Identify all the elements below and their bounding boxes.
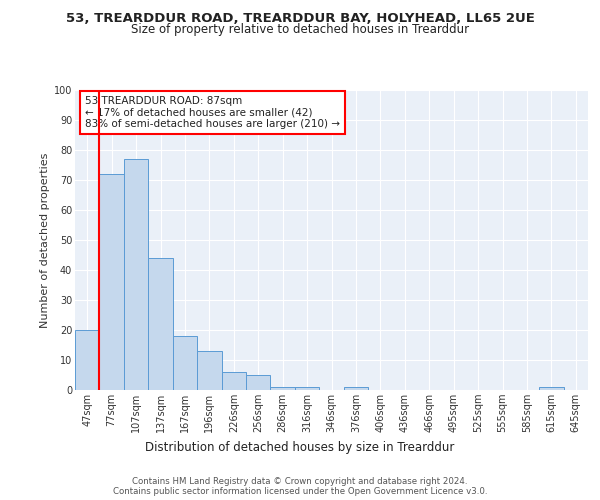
Text: 53 TREARDDUR ROAD: 87sqm
← 17% of detached houses are smaller (42)
83% of semi-d: 53 TREARDDUR ROAD: 87sqm ← 17% of detach…: [85, 96, 340, 129]
Text: 53, TREARDDUR ROAD, TREARDDUR BAY, HOLYHEAD, LL65 2UE: 53, TREARDDUR ROAD, TREARDDUR BAY, HOLYH…: [65, 12, 535, 26]
Bar: [148, 258, 173, 390]
Bar: [75, 330, 100, 390]
Bar: [124, 159, 148, 390]
Bar: [344, 387, 368, 390]
Bar: [100, 174, 124, 390]
Bar: [173, 336, 197, 390]
Bar: [197, 351, 221, 390]
Bar: [539, 387, 563, 390]
Bar: [246, 375, 271, 390]
Y-axis label: Number of detached properties: Number of detached properties: [40, 152, 50, 328]
Bar: [295, 387, 319, 390]
Text: Size of property relative to detached houses in Trearddur: Size of property relative to detached ho…: [131, 22, 469, 36]
Bar: [271, 387, 295, 390]
Text: Contains HM Land Registry data © Crown copyright and database right 2024.: Contains HM Land Registry data © Crown c…: [132, 476, 468, 486]
Text: Distribution of detached houses by size in Trearddur: Distribution of detached houses by size …: [145, 441, 455, 454]
Text: Contains public sector information licensed under the Open Government Licence v3: Contains public sector information licen…: [113, 486, 487, 496]
Bar: [221, 372, 246, 390]
